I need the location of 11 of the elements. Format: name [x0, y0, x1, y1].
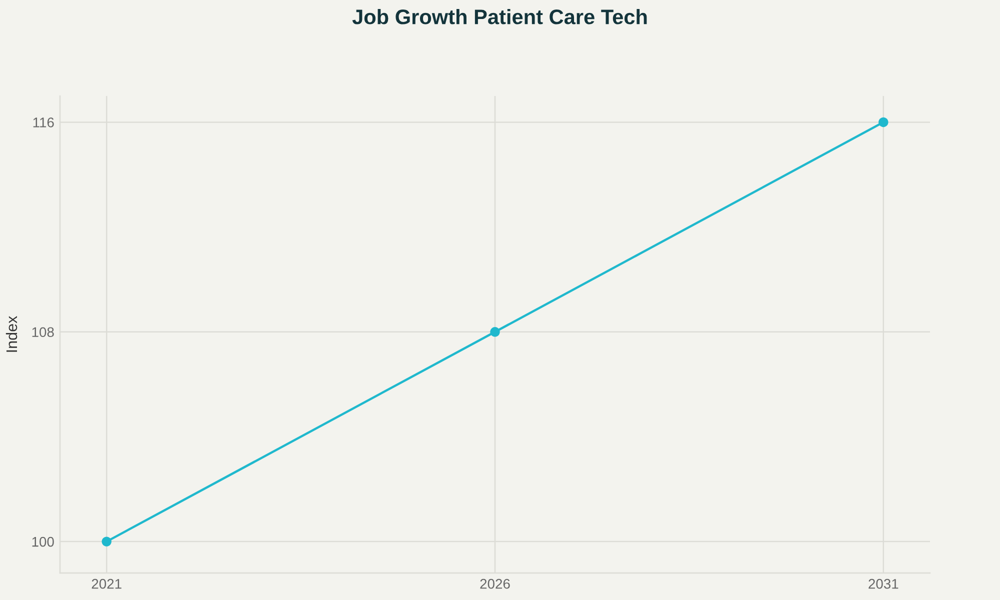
- point: [102, 536, 112, 546]
- chart-title: Job Growth Patient Care Tech: [352, 9, 647, 24]
- point: [878, 117, 888, 128]
- y-tick-label: 108: [32, 327, 54, 338]
- point: [490, 327, 500, 337]
- y-axis-title: Index: [6, 316, 18, 352]
- x-tick-label: 2026: [480, 578, 510, 589]
- x-tick-label: 2031: [868, 578, 898, 589]
- x-tick-label: 2021: [92, 578, 122, 589]
- y-tick-label: 116: [33, 118, 54, 128]
- y-tick-label: 100: [32, 536, 54, 547]
